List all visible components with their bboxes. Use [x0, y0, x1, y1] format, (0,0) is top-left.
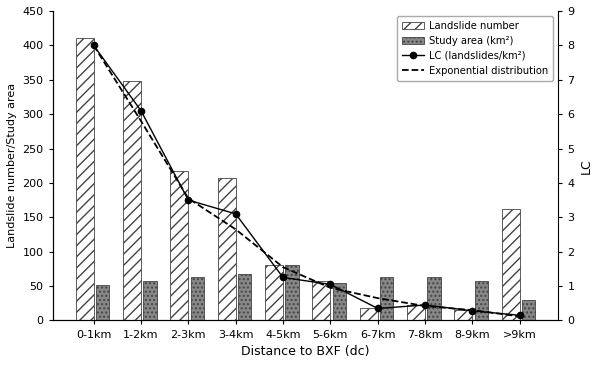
Bar [407, 306, 425, 320]
Bar [170, 170, 188, 320]
Bar [333, 283, 346, 320]
Bar [454, 310, 472, 320]
Exponential distribution [374, 296, 382, 300]
LC (landslides/km²) [90, 43, 97, 47]
Exponential distribution [327, 285, 334, 290]
LC (landslides/km²) [421, 303, 428, 307]
Exponential distribution [469, 308, 476, 312]
Bar [380, 277, 394, 320]
Exponential distribution [516, 314, 523, 319]
LC (landslides/km²) [280, 275, 287, 280]
Exponential distribution [280, 265, 287, 269]
Bar [522, 300, 535, 320]
Exponential distribution [137, 119, 145, 123]
Bar [123, 81, 141, 320]
LC (landslides/km²) [516, 313, 523, 318]
Bar [502, 209, 520, 320]
Exponential distribution [421, 304, 428, 308]
Y-axis label: LC: LC [580, 158, 593, 174]
Bar [427, 277, 440, 320]
Bar [218, 178, 236, 320]
LC (landslides/km²) [469, 309, 476, 313]
Legend: Landslide number, Study area (km²), LC (landslides/km²), Exponential distributio: Landslide number, Study area (km²), LC (… [397, 16, 553, 81]
Line: LC (landslides/km²): LC (landslides/km²) [91, 42, 523, 318]
Bar [265, 265, 283, 320]
Bar [475, 281, 488, 320]
Exponential distribution [232, 227, 239, 231]
LC (landslides/km²) [374, 306, 382, 311]
X-axis label: Distance to BXF (dc): Distance to BXF (dc) [241, 345, 370, 358]
LC (landslides/km²) [327, 282, 334, 287]
LC (landslides/km²) [232, 212, 239, 216]
LC (landslides/km²) [185, 198, 192, 202]
Bar [191, 277, 204, 320]
Bar [313, 281, 331, 320]
Bar [143, 281, 157, 320]
Exponential distribution [185, 196, 192, 201]
Bar [286, 265, 299, 320]
Bar [76, 38, 94, 320]
Exponential distribution [90, 43, 97, 47]
Line: Exponential distribution: Exponential distribution [94, 45, 520, 316]
Y-axis label: Landslide number/Study area: Landslide number/Study area [7, 83, 17, 248]
LC (landslides/km²) [137, 108, 145, 113]
Bar [360, 308, 378, 320]
Bar [238, 274, 251, 320]
Bar [96, 285, 109, 320]
